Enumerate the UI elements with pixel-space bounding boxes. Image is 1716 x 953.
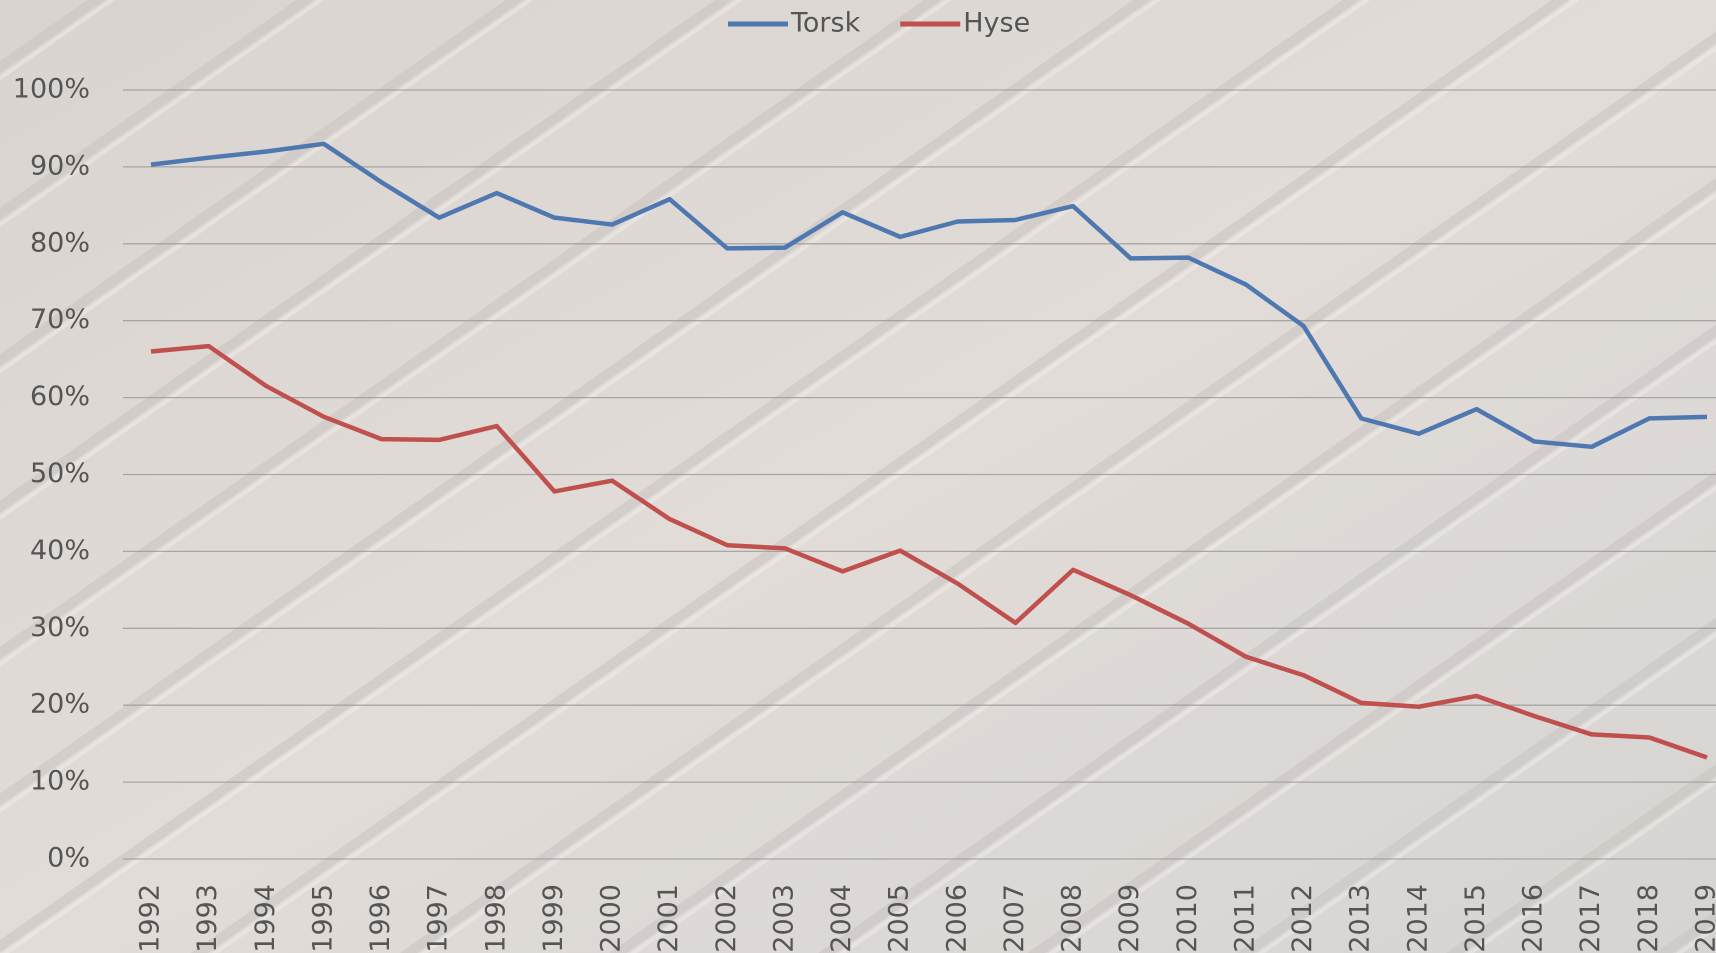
- y-tick-label: 30%: [30, 612, 90, 643]
- y-tick-label: 20%: [30, 689, 90, 720]
- x-tick-label: 1998: [480, 884, 511, 953]
- x-tick-label: 2004: [826, 884, 857, 953]
- y-tick-label: 100%: [13, 74, 90, 105]
- x-tick-label: 2010: [1172, 884, 1203, 953]
- y-tick-label: 0%: [47, 843, 90, 874]
- x-tick-label: 2017: [1575, 884, 1606, 953]
- y-tick-label: 40%: [30, 535, 90, 566]
- legend: Torsk Hyse: [728, 8, 1030, 39]
- line-series: [150, 343, 1708, 760]
- legend-label: Hyse: [963, 8, 1030, 39]
- x-tick-label: 1993: [192, 884, 223, 953]
- x-tick-label: 2000: [596, 884, 627, 953]
- y-tick-label: 50%: [30, 458, 90, 489]
- legend-label: Torsk: [790, 8, 861, 39]
- x-tick-label: 2018: [1633, 884, 1664, 953]
- x-tick-label: 2015: [1460, 884, 1491, 953]
- x-tick-label: 2001: [653, 884, 684, 953]
- x-tick-label: 2014: [1402, 884, 1433, 953]
- x-tick-label: 2002: [711, 884, 742, 953]
- y-tick-label: 90%: [30, 150, 90, 181]
- x-tick-label: 2008: [1057, 884, 1088, 953]
- x-tick-label: 2006: [941, 884, 972, 953]
- x-tick-label: 1994: [250, 884, 281, 953]
- x-tick-label: 2019: [1691, 884, 1716, 953]
- x-tick-label: 2013: [1345, 884, 1376, 953]
- x-tick-label: 2003: [768, 884, 799, 953]
- x-tick-label: 1992: [135, 884, 166, 953]
- x-tick-label: 2012: [1287, 884, 1318, 953]
- x-tick-label: 2011: [1229, 884, 1260, 953]
- x-tick-label: 1997: [423, 884, 454, 953]
- y-tick-label: 60%: [30, 381, 90, 412]
- x-tick-label: 2007: [999, 884, 1030, 953]
- x-tick-label: 2009: [1114, 884, 1145, 953]
- y-tick-label: 80%: [30, 227, 90, 258]
- x-tick-label: 1999: [538, 884, 569, 953]
- x-tick-label: 2016: [1518, 884, 1549, 953]
- x-tick-label: 1996: [365, 884, 396, 953]
- line-series: [150, 141, 1708, 450]
- y-tick-label: 10%: [30, 766, 90, 797]
- x-tick-label: 1995: [307, 884, 338, 953]
- x-tick-label: 2005: [884, 884, 915, 953]
- y-tick-label: 70%: [30, 304, 90, 335]
